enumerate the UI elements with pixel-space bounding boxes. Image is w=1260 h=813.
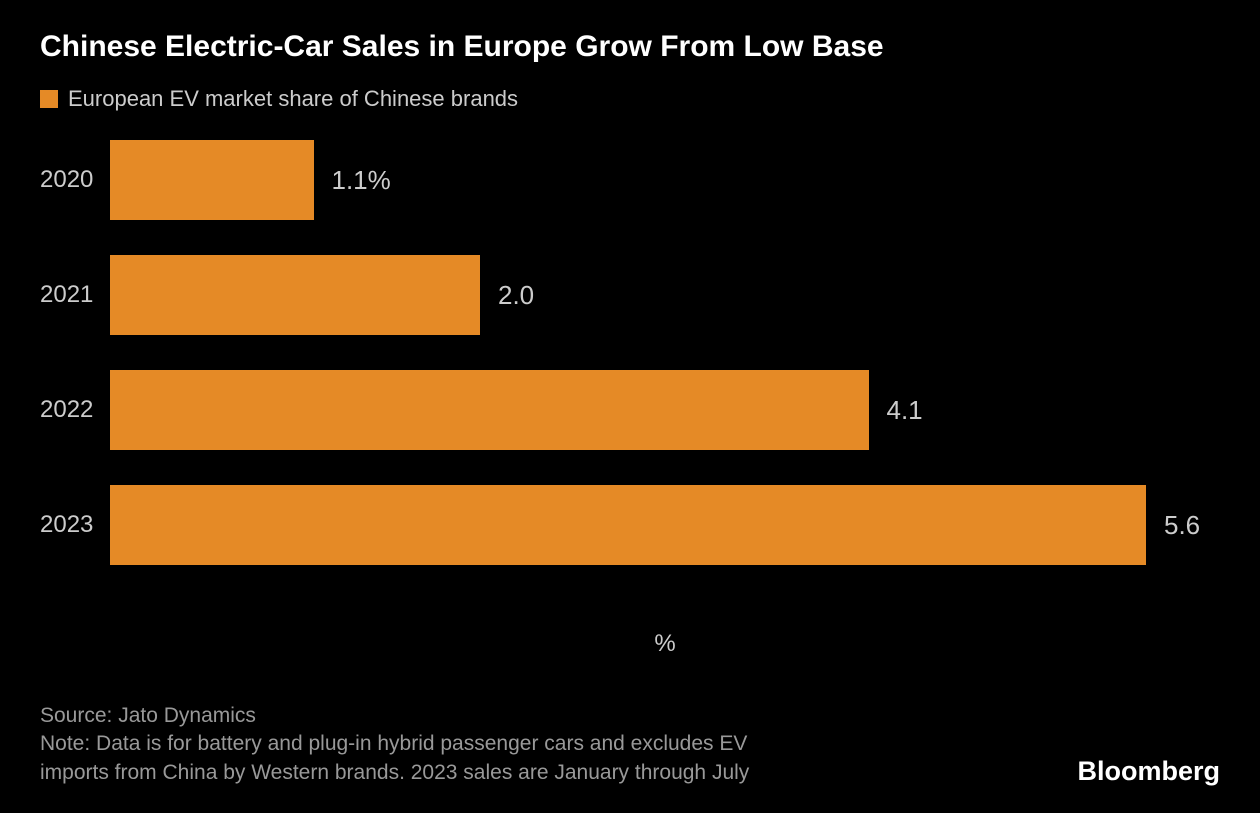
value-label: 5.6 xyxy=(1164,510,1200,541)
bar xyxy=(110,140,314,220)
bar xyxy=(110,255,480,335)
value-label: 1.1% xyxy=(332,165,391,196)
bar xyxy=(110,370,869,450)
year-label: 2022 xyxy=(40,396,110,424)
bar-row: 2023 5.6 xyxy=(40,485,1220,565)
bar xyxy=(110,485,1146,565)
chart-title: Chinese Electric-Car Sales in Europe Gro… xyxy=(40,30,1220,64)
note-line: Note: Data is for battery and plug-in hy… xyxy=(40,730,800,787)
chart-plot-area: 2020 1.1% 2021 2.0 2022 4.1 2023 5.6 xyxy=(40,140,1220,610)
legend-swatch xyxy=(40,90,58,108)
bar-track: 2.0 xyxy=(110,255,1220,335)
x-axis-label: % xyxy=(110,630,1220,658)
bar-track: 4.1 xyxy=(110,370,1220,450)
bar-track: 5.6 xyxy=(110,485,1220,565)
legend: European EV market share of Chinese bran… xyxy=(40,86,1220,112)
legend-label: European EV market share of Chinese bran… xyxy=(68,86,518,112)
chart-notes: Source: Jato Dynamics Note: Data is for … xyxy=(40,702,800,787)
year-label: 2021 xyxy=(40,281,110,309)
value-label: 2.0 xyxy=(498,280,534,311)
bar-track: 1.1% xyxy=(110,140,1220,220)
source-line: Source: Jato Dynamics xyxy=(40,702,800,730)
chart-container: Chinese Electric-Car Sales in Europe Gro… xyxy=(0,0,1260,813)
year-label: 2020 xyxy=(40,166,110,194)
bar-row: 2021 2.0 xyxy=(40,255,1220,335)
value-label: 4.1 xyxy=(887,395,923,426)
year-label: 2023 xyxy=(40,511,110,539)
brand-logo: Bloomberg xyxy=(1077,756,1220,787)
bar-row: 2020 1.1% xyxy=(40,140,1220,220)
bar-row: 2022 4.1 xyxy=(40,370,1220,450)
chart-footer: Source: Jato Dynamics Note: Data is for … xyxy=(40,702,1220,787)
